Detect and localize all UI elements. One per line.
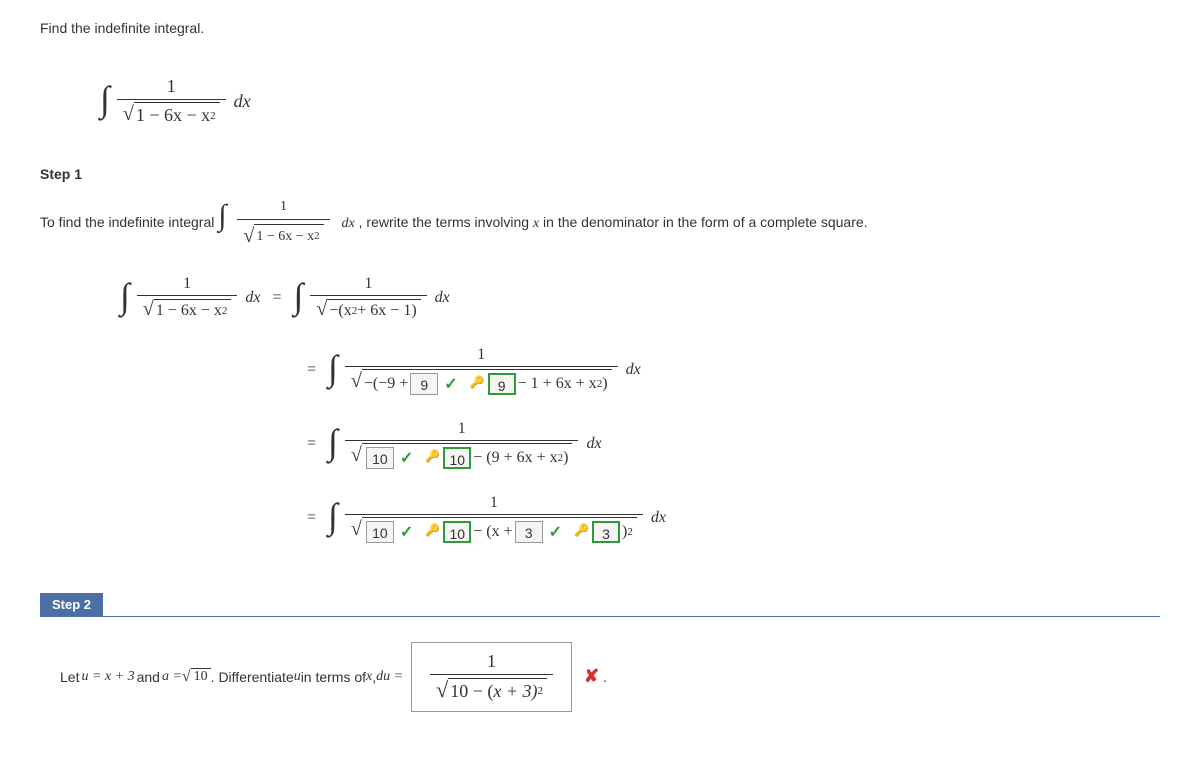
equation-line-2: = ∫ 1 √ −(−9 + 9 ✓ 🔑 9 − 1 + 6x + x2) dx [295,346,1160,395]
step2-answer-box[interactable]: 1 √ 10 − (x + 3)2 [411,642,572,712]
key-icon: 🔑 [425,449,440,464]
step1-header: Step 1 [40,166,1160,182]
sqrt-icon: √ [351,444,362,467]
answer-input-f[interactable]: 10 [443,521,471,543]
equation-line-1: ∫ 1 √ 1 − 6x − x2 dx = ∫ 1 √ −(x2 + 6x −… [120,275,1160,321]
equation-line-4: = ∫ 1 √ 10 ✓ 🔑 10 − (x + 3 ✓ 🔑 3 )2 dx [295,494,1160,543]
integral-icon: ∫ [328,495,338,537]
sqrt-icon: √ [123,103,134,126]
key-icon: 🔑 [425,523,440,538]
step1-instruction: To find the indefinite integral ∫ 1 √ 1 … [40,197,1160,250]
step2-tab: Step 2 [40,593,103,616]
answer-input-d[interactable]: 10 [443,447,471,469]
equation-line-3: = ∫ 1 √ 10 ✓ 🔑 10 − (9 + 6x + x2) dx [295,420,1160,469]
step2-content: Let u = x + 3 and a = √ 10 . Differentia… [60,642,1160,712]
check-icon: ✓ [549,522,562,542]
integral-icon: ∫ [100,78,110,120]
sqrt-icon: √ [351,518,362,541]
step2-divider [40,616,1160,617]
dx: dx [234,91,251,112]
sqrt-icon: √ [143,298,154,321]
answer-input-c[interactable]: 10 [366,447,394,469]
sqrt-icon: √ [243,222,254,250]
numerator: 1 [161,76,182,99]
integral-icon: ∫ [120,275,130,317]
key-icon: 🔑 [574,523,589,538]
check-icon: ✓ [400,522,413,542]
radicand: 1 − 6x − x [136,105,210,126]
answer-input-h[interactable]: 3 [592,521,620,543]
answer-input-a[interactable]: 9 [410,373,438,395]
integral-icon: ∫ [328,347,338,389]
cross-icon: ✘ [584,666,599,687]
check-icon: ✓ [444,374,457,394]
check-icon: ✓ [400,448,413,468]
integral-icon: ∫ [218,199,226,232]
sqrt-icon: √ [436,677,448,703]
original-integral: ∫ 1 √ 1 − 6x − x2 dx [100,76,251,126]
answer-input-g[interactable]: 3 [515,521,543,543]
answer-input-e[interactable]: 10 [366,521,394,543]
integral-icon: ∫ [294,275,304,317]
sqrt-icon: √ [316,298,327,321]
key-icon: 🔑 [470,375,485,390]
u-equation: u = x + 3 [81,669,134,685]
answer-input-b[interactable]: 9 [488,373,516,395]
sqrt-icon: √ [351,370,362,393]
sqrt-icon: √ [182,668,191,686]
question-prompt: Find the indefinite integral. [40,20,1160,36]
integral-icon: ∫ [328,421,338,463]
